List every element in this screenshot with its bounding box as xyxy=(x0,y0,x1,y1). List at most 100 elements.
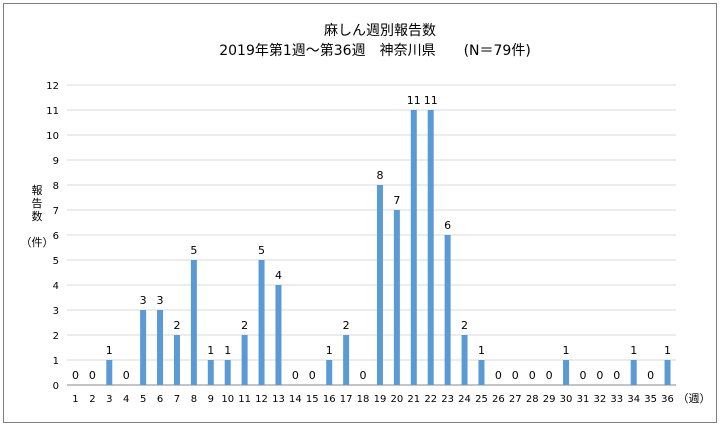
data-label-week-21: 11 xyxy=(407,94,421,107)
y-tick-0: 0 xyxy=(53,381,59,392)
y-tick-5: 5 xyxy=(53,256,59,267)
x-tick-4: 4 xyxy=(123,394,129,405)
x-tick-32: 32 xyxy=(594,394,607,405)
data-label-week-6: 3 xyxy=(157,294,164,307)
data-label-week-7: 2 xyxy=(173,319,180,332)
data-label-week-34: 1 xyxy=(630,344,637,357)
data-label-week-9: 1 xyxy=(207,344,214,357)
x-tick-29: 29 xyxy=(543,394,556,405)
data-label-week-20: 7 xyxy=(393,194,400,207)
x-tick-19: 19 xyxy=(374,394,387,405)
x-tick-17: 17 xyxy=(340,394,353,405)
data-label-week-4: 0 xyxy=(123,369,130,382)
x-tick-8: 8 xyxy=(191,394,197,405)
y-tick-7: 7 xyxy=(53,206,59,217)
bar-week-34 xyxy=(631,360,637,385)
x-tick-18: 18 xyxy=(357,394,370,405)
bar-week-16 xyxy=(326,360,332,385)
x-tick-31: 31 xyxy=(577,394,590,405)
data-label-week-23: 6 xyxy=(444,219,451,232)
x-tick-30: 30 xyxy=(560,394,573,405)
chart-title: 麻しん週別報告数 xyxy=(324,23,436,39)
bar-week-20 xyxy=(394,210,400,385)
x-tick-2: 2 xyxy=(89,394,95,405)
y-tick-6: 6 xyxy=(53,231,59,242)
chart-subtitle: 2019年第1週～第36週 神奈川県 (N＝79件) xyxy=(219,42,531,59)
data-label-week-10: 1 xyxy=(224,344,231,357)
bar-week-19 xyxy=(377,185,383,385)
data-label-week-25: 1 xyxy=(478,344,485,357)
x-tick-22: 22 xyxy=(424,394,437,405)
x-tick-labels: 1 2 3 4 5 6 7 8 9 10 11 12 13 14 15 16 17 18 19 20 21 22 23 24 2… xyxy=(72,394,674,405)
data-label-week-1: 0 xyxy=(72,369,79,382)
x-tick-15: 15 xyxy=(306,394,319,405)
x-tick-11: 11 xyxy=(238,394,251,405)
data-label-week-36: 1 xyxy=(664,344,671,357)
bar-week-17 xyxy=(343,335,349,385)
data-label-week-35: 0 xyxy=(647,369,654,382)
data-label-week-17: 2 xyxy=(343,319,350,332)
y-tick-12: 12 xyxy=(46,81,59,92)
y-tick-9: 9 xyxy=(53,156,59,167)
x-tick-35: 35 xyxy=(644,394,657,405)
x-tick-5: 5 xyxy=(140,394,146,405)
x-tick-7: 7 xyxy=(174,394,180,405)
y-axis-label: 報 告 数 （件） xyxy=(21,184,54,249)
bar-week-24 xyxy=(462,335,468,385)
bar-week-10 xyxy=(225,360,231,385)
x-tick-34: 34 xyxy=(627,394,640,405)
data-label-week-27: 0 xyxy=(512,369,519,382)
x-tick-23: 23 xyxy=(441,394,454,405)
bar-week-5 xyxy=(140,310,146,385)
x-tick-28: 28 xyxy=(526,394,539,405)
x-axis-label: （週） xyxy=(678,392,711,405)
bar-week-25 xyxy=(478,360,484,385)
y-tick-4: 4 xyxy=(53,281,59,292)
data-label-week-5: 3 xyxy=(140,294,147,307)
x-tick-10: 10 xyxy=(221,394,234,405)
x-tick-33: 33 xyxy=(610,394,623,405)
bar-week-7 xyxy=(174,335,180,385)
x-tick-20: 20 xyxy=(391,394,404,405)
y-axis-unit: （件） xyxy=(21,236,54,249)
data-label-week-16: 1 xyxy=(326,344,333,357)
data-label-week-11: 2 xyxy=(241,319,248,332)
bar-week-30 xyxy=(563,360,569,385)
x-tick-12: 12 xyxy=(255,394,268,405)
x-tick-36: 36 xyxy=(661,394,674,405)
data-label-week-12: 5 xyxy=(258,244,265,257)
bar-week-13 xyxy=(275,285,281,385)
bar-week-8 xyxy=(191,260,197,385)
x-tick-3: 3 xyxy=(106,394,112,405)
data-label-week-14: 0 xyxy=(292,369,299,382)
x-tick-24: 24 xyxy=(458,394,471,405)
y-tick-2: 2 xyxy=(53,331,59,342)
x-tick-13: 13 xyxy=(272,394,285,405)
bar-week-36 xyxy=(665,360,671,385)
bar-week-11 xyxy=(242,335,248,385)
x-tick-25: 25 xyxy=(475,394,488,405)
data-label-week-28: 0 xyxy=(529,369,536,382)
y-tick-1: 1 xyxy=(53,356,59,367)
y-tick-11: 11 xyxy=(46,106,59,117)
bar-week-3 xyxy=(106,360,112,385)
x-tick-26: 26 xyxy=(492,394,505,405)
y-tick-10: 10 xyxy=(46,131,59,142)
x-tick-21: 21 xyxy=(407,394,420,405)
data-label-week-26: 0 xyxy=(495,369,502,382)
y-axis-label-char-1: 報 xyxy=(32,184,43,197)
data-label-week-22: 11 xyxy=(424,94,438,107)
data-label-week-33: 0 xyxy=(613,369,620,382)
bar-week-21 xyxy=(411,110,417,385)
x-tick-14: 14 xyxy=(289,394,302,405)
x-tick-1: 1 xyxy=(72,394,78,405)
data-label-week-24: 2 xyxy=(461,319,468,332)
bar-week-23 xyxy=(445,235,451,385)
x-tick-9: 9 xyxy=(208,394,214,405)
x-tick-27: 27 xyxy=(509,394,522,405)
data-label-week-8: 5 xyxy=(190,244,197,257)
x-tick-6: 6 xyxy=(157,394,163,405)
y-tick-8: 8 xyxy=(53,181,59,192)
x-tick-16: 16 xyxy=(323,394,336,405)
bar-week-12 xyxy=(259,260,265,385)
